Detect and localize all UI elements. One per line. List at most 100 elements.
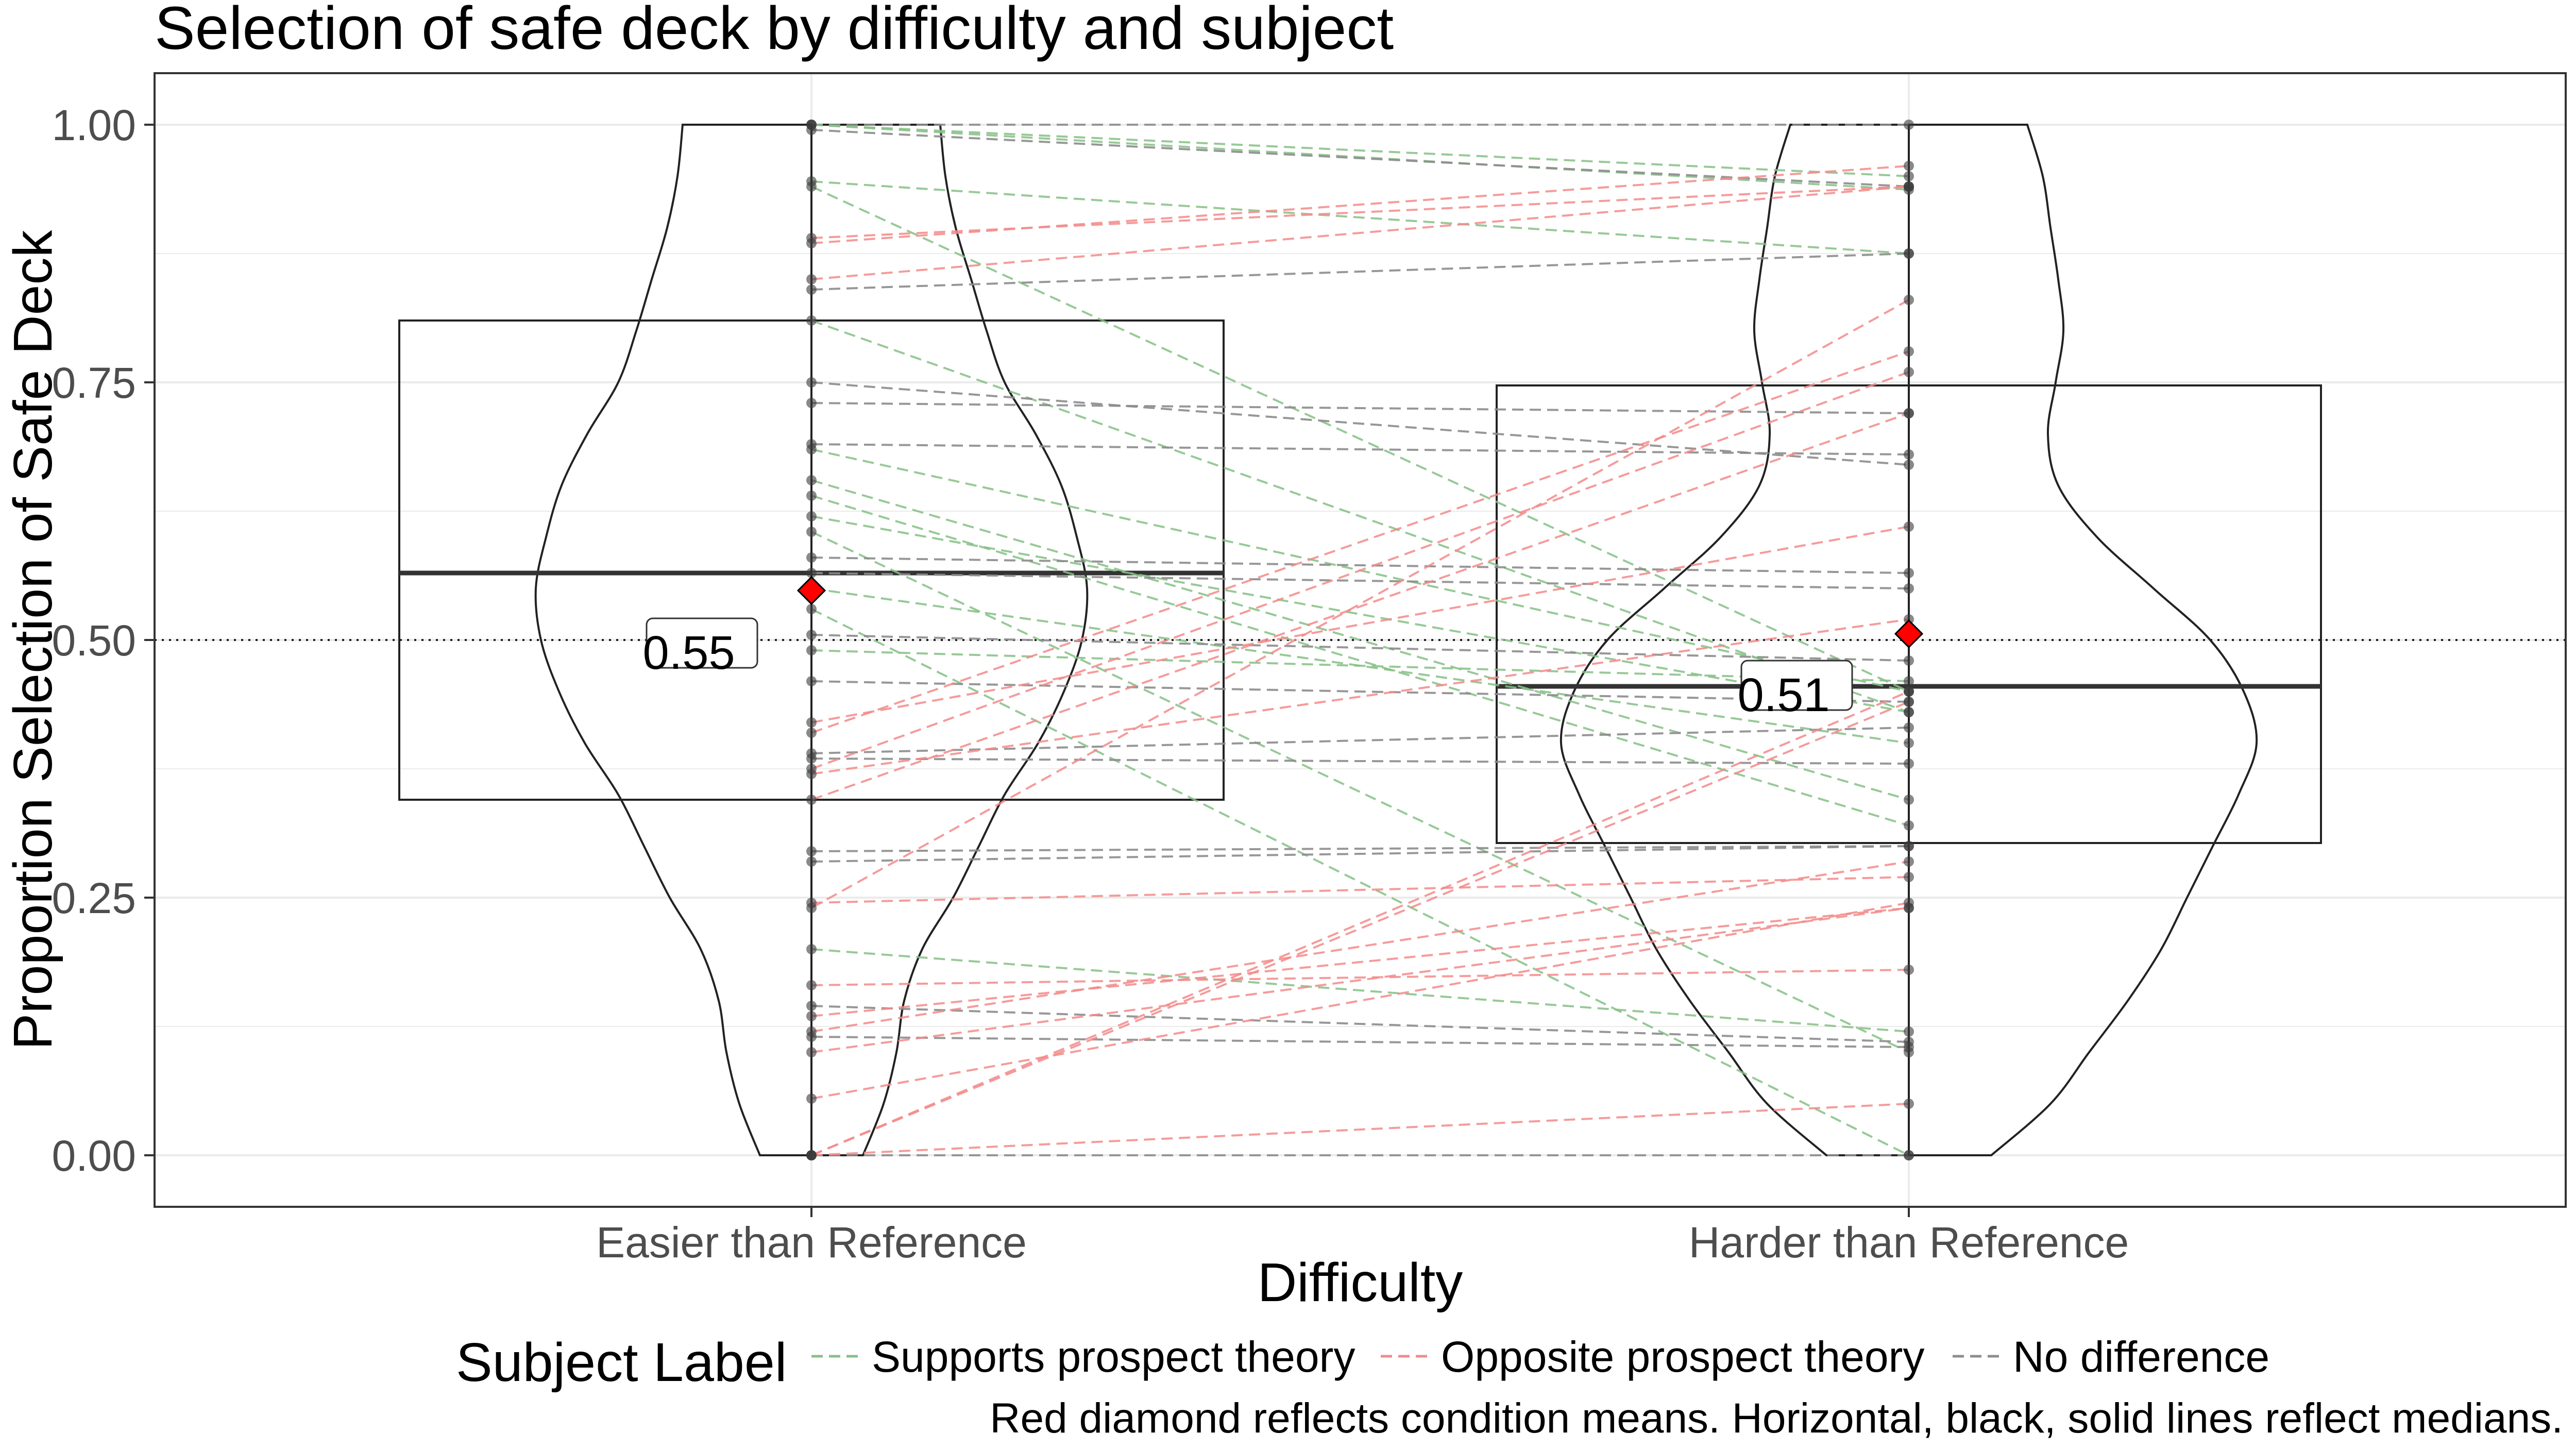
y-tick-label: 0.00	[52, 1132, 137, 1180]
point-easier	[806, 1150, 817, 1160]
point-easier	[806, 717, 817, 728]
subject-line-opposite	[811, 969, 1909, 986]
point-easier	[806, 769, 817, 779]
point-easier	[806, 181, 817, 192]
mean-labels: 0.55 0.51	[642, 617, 1853, 721]
point-easier	[806, 552, 817, 563]
point-easier	[806, 1001, 817, 1011]
point-harder	[1904, 856, 1914, 867]
subject-line-opposite	[811, 371, 1909, 770]
subject-line-nodiff	[811, 1005, 1909, 1043]
point-easier	[806, 284, 817, 295]
violin-easier	[534, 124, 1089, 1156]
point-easier	[806, 1093, 817, 1104]
subject-line-supports	[811, 495, 1909, 827]
point-easier	[806, 980, 817, 990]
subject-line-supports	[811, 531, 1909, 1053]
subject-line-opposite	[811, 861, 1909, 1033]
subject-line-supports	[811, 948, 1909, 1033]
point-easier	[806, 846, 817, 856]
caption: Red diamond reflects condition means. Ho…	[990, 1395, 2563, 1442]
point-harder	[1904, 820, 1914, 831]
subject-line-opposite	[811, 907, 1909, 1053]
y-tick-label: 0.50	[52, 616, 137, 665]
point-easier	[806, 1011, 817, 1021]
point-easier	[806, 728, 817, 738]
x-axis: Easier than Reference Harder than Referen…	[596, 1207, 2129, 1267]
violin-harder	[1560, 124, 2258, 1156]
subject-line-nodiff	[811, 680, 1909, 703]
mean-diamond-harder	[1894, 619, 1924, 649]
point-harder	[1904, 965, 1914, 975]
point-harder	[1904, 295, 1914, 305]
point-easier	[806, 1032, 817, 1042]
point-easier	[806, 491, 817, 501]
chart-title: Selection of safe deck by difficulty and…	[155, 0, 1394, 62]
point-harder	[1904, 738, 1914, 748]
point-easier	[806, 238, 817, 248]
point-easier	[806, 398, 817, 408]
point-harder	[1904, 655, 1914, 666]
legend-title: Subject Label	[456, 1332, 787, 1393]
x-axis-label: Difficulty	[1258, 1252, 1463, 1313]
mean-label-box	[646, 617, 758, 669]
point-easier	[806, 795, 817, 805]
point-easier	[806, 604, 817, 614]
point-harder	[1904, 1099, 1914, 1109]
subject-line-nodiff	[811, 757, 1909, 765]
point-easier	[806, 1047, 817, 1057]
point-harder	[1904, 759, 1914, 769]
violins	[534, 124, 2258, 1156]
point-easier	[806, 274, 817, 284]
y-tick-label: 1.00	[52, 101, 137, 149]
point-harder	[1904, 408, 1914, 418]
point-harder	[1904, 568, 1914, 578]
x-tick-label: Easier than Reference	[596, 1218, 1027, 1267]
y-tick-label: 0.75	[52, 359, 137, 407]
point-harder	[1904, 367, 1914, 377]
subject-line-nodiff	[811, 381, 1909, 466]
point-easier	[806, 444, 817, 454]
point-harder	[1904, 346, 1914, 357]
point-harder	[1904, 1042, 1914, 1052]
legend-label-nodiff: No difference	[2013, 1333, 2269, 1381]
point-harder	[1904, 795, 1914, 805]
subject-line-opposite	[811, 526, 1909, 723]
legend-label-opposite: Opposite prospect theory	[1441, 1333, 1925, 1381]
subject-line-supports	[811, 124, 1909, 177]
subject-line-opposite	[811, 618, 1909, 775]
subject-line-supports	[811, 608, 1909, 1156]
mean-markers	[796, 576, 1924, 649]
point-harder	[1904, 1150, 1914, 1160]
subject-line-supports	[811, 479, 1909, 801]
subject-line-nodiff	[811, 845, 1909, 863]
point-harder	[1904, 449, 1914, 460]
point-harder	[1904, 1026, 1914, 1037]
subject-line-nodiff	[811, 129, 1909, 188]
mean-label-text: 0.55	[642, 627, 735, 679]
subject-line-nodiff	[811, 1036, 1909, 1048]
subject-line-supports	[811, 515, 1909, 713]
point-easier	[806, 568, 817, 578]
point-harder	[1904, 872, 1914, 882]
subject-line-opposite	[811, 902, 1909, 1100]
subject-line-opposite	[811, 701, 1909, 1156]
point-harder	[1904, 181, 1914, 192]
subject-line-supports	[811, 180, 1909, 255]
point-harder	[1904, 460, 1914, 470]
point-easier	[806, 753, 817, 764]
subject-line-opposite	[811, 876, 1909, 904]
y-tick-label: 0.25	[52, 874, 137, 922]
subject-line-opposite	[811, 690, 1909, 1156]
legend-label-supports: Supports prospect theory	[872, 1333, 1355, 1381]
subject-line-nodiff	[811, 845, 1909, 852]
point-harder	[1904, 697, 1914, 707]
point-easier	[806, 511, 817, 521]
subject-line-opposite	[811, 1103, 1909, 1156]
mean-label-text: 0.51	[1737, 669, 1829, 721]
subject-line-nodiff	[811, 443, 1909, 456]
subject-line-opposite	[811, 350, 1909, 734]
point-harder	[1904, 583, 1914, 594]
point-harder	[1904, 161, 1914, 171]
